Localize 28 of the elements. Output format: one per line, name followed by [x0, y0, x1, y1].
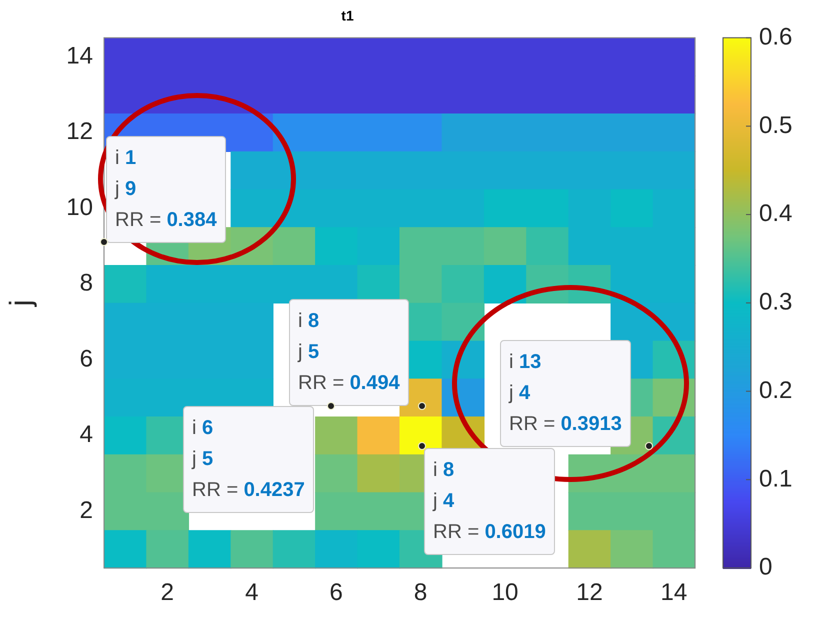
color-bar-label: 0.3	[759, 288, 792, 316]
annotation: i 8 j 4 RR = 0.6019	[433, 458, 546, 545]
y-tick-label: 12	[66, 118, 93, 146]
annotation: i 6 j 5 RR = 0.4237	[192, 416, 305, 503]
y-tick-label: 10	[66, 194, 93, 221]
x-tick-label: 4	[245, 579, 258, 606]
x-tick-label: 12	[576, 579, 603, 606]
chart-title: t1	[341, 7, 354, 24]
y-tick-label: 8	[80, 270, 93, 297]
color-bar-label: 0.1	[759, 465, 792, 492]
color-bar-label: 0.5	[759, 112, 792, 139]
x-tick-label: 2	[160, 579, 174, 606]
annotation: i 8 j 5 RR = 0.494	[298, 309, 400, 396]
color-bar-label: 0.2	[759, 376, 792, 404]
y-tick-label: 6	[80, 345, 93, 372]
y-tick-label: 2	[80, 496, 93, 524]
annotation: i 1 j 9 RR = 0.384	[115, 146, 217, 233]
x-tick-label: 10	[492, 579, 518, 606]
y-tick-label: 4	[80, 421, 93, 448]
x-tick-label: 8	[414, 579, 428, 606]
y-tick-label: 14	[66, 42, 93, 70]
x-tick-label: 14	[660, 579, 688, 606]
x-tick-label: 6	[330, 579, 343, 606]
color-bar-label: 0	[759, 554, 772, 581]
annotation: i 13 j 4 RR = 0.3913	[509, 350, 622, 437]
y-axis-title: j	[4, 300, 38, 308]
color-bar-label: 0.6	[759, 23, 792, 50]
color-bar-label: 0.4	[759, 200, 792, 228]
